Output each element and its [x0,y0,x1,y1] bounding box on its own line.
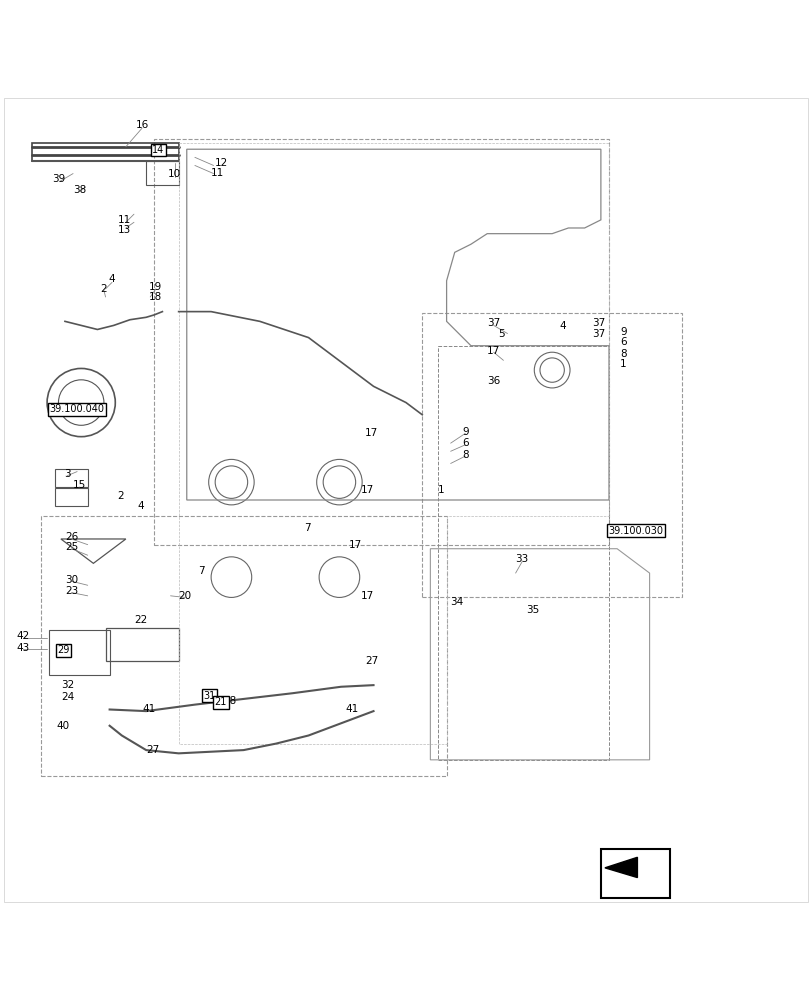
Text: 39.100.040: 39.100.040 [49,404,105,414]
Bar [55,469,88,487]
Text: 27: 27 [146,745,159,755]
Text: 17: 17 [361,591,374,601]
Bar [49,630,109,675]
Text: 2: 2 [117,491,123,501]
Text: 6: 6 [620,337,626,347]
Text: 36: 36 [487,376,500,386]
Text: 40: 40 [57,721,70,731]
Text: 25: 25 [65,542,78,552]
Text: 23: 23 [65,586,78,596]
Text: 16: 16 [135,120,148,130]
Bar [600,849,669,898]
Text: 11: 11 [211,168,224,178]
Text: 4: 4 [559,321,565,331]
Text: 17: 17 [349,540,362,550]
Text: 28: 28 [223,696,236,706]
Text: 17: 17 [361,485,374,495]
Bar [154,139,608,545]
Text: 12: 12 [215,158,228,168]
Text: 24: 24 [61,692,74,702]
Text: 20: 20 [178,591,191,601]
Text: 39: 39 [53,174,66,184]
Text: 41: 41 [345,704,358,714]
Text: 17: 17 [365,428,378,438]
Text: 35: 35 [526,605,539,615]
Text: 43: 43 [16,643,29,653]
Bar [55,488,88,506]
Text: 7: 7 [198,566,204,576]
Bar [146,161,178,185]
Bar [41,516,446,776]
Text: 1: 1 [437,485,444,495]
Text: 6: 6 [461,438,468,448]
Text: 39.100.030: 39.100.030 [607,526,663,536]
Text: 32: 32 [61,680,74,690]
Text: 4: 4 [137,501,144,511]
Text: 4: 4 [109,274,115,284]
Text: 21: 21 [214,697,227,707]
Text: 14: 14 [152,145,165,155]
Text: 42: 42 [16,631,29,641]
Text: 30: 30 [65,575,78,585]
Text: 37: 37 [487,318,500,328]
Text: 34: 34 [450,597,463,607]
Text: 9: 9 [620,327,626,337]
Text: 22: 22 [134,615,147,625]
Text: 31: 31 [203,691,216,701]
Text: 8: 8 [620,349,626,359]
Text: 9: 9 [461,427,468,437]
Text: 33: 33 [515,554,528,564]
Text: 37: 37 [592,318,605,328]
Text: 37: 37 [592,329,605,339]
Text: 15: 15 [73,480,86,490]
Text: 1: 1 [620,359,626,369]
Text: 19: 19 [149,282,162,292]
Text: 38: 38 [73,185,86,195]
Text: 26: 26 [65,532,78,542]
Text: 18: 18 [149,292,162,302]
Text: 29: 29 [57,645,70,655]
Text: 11: 11 [118,215,131,225]
Text: 17: 17 [487,346,500,356]
Text: 3: 3 [64,469,71,479]
Text: 2: 2 [101,284,107,294]
Text: 5: 5 [498,329,504,339]
Text: 27: 27 [365,656,378,666]
Text: 41: 41 [142,704,155,714]
Bar [422,313,681,597]
Text: 10: 10 [168,169,181,179]
Text: 8: 8 [461,450,468,460]
Polygon shape [604,857,637,878]
Text: 7: 7 [303,523,310,533]
Text: 13: 13 [118,225,131,235]
